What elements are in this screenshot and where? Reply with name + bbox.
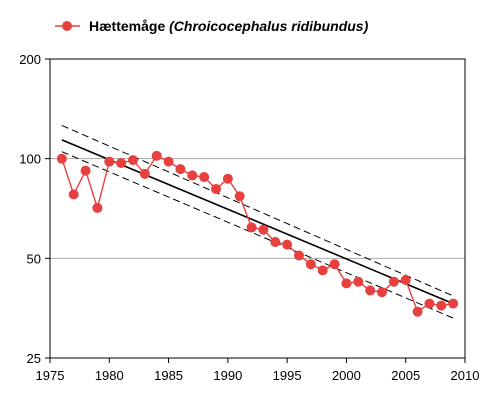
plot-frame (49, 58, 466, 359)
y-tick-label-50: 50 (27, 251, 41, 266)
data-point-1994 (270, 237, 281, 248)
legend-label: Hættemåge (Chroicocephalus ridibundus) (89, 18, 369, 34)
data-point-2005 (400, 275, 411, 286)
data-point-2003 (377, 287, 387, 298)
legend-latin-name: (Chroicocephalus ridibundus) (169, 18, 368, 34)
grid (50, 158, 465, 259)
data-point-2006 (412, 306, 423, 317)
legend-common-name: Hættemåge (89, 18, 165, 34)
y-tick-label-200: 200 (19, 52, 41, 67)
data-point-1995 (282, 239, 293, 250)
data-point-1983 (139, 168, 150, 179)
x-tick-label-1995: 1995 (273, 368, 302, 383)
data-point-1996 (294, 250, 304, 261)
data-point-1991 (234, 191, 245, 202)
data-point-1980 (104, 156, 115, 167)
confidence-lower-line (61, 151, 454, 319)
y-tick-label-25: 25 (27, 351, 41, 366)
x-tick-label-1990: 1990 (213, 368, 242, 383)
data-point-1982 (128, 155, 138, 166)
data-point-1981 (116, 158, 127, 169)
x-tick-label-1985: 1985 (154, 368, 183, 383)
data-point-1986 (175, 164, 186, 175)
legend: Hættemåge (Chroicocephalus ridibundus) (55, 18, 369, 34)
x-tick-label-1975: 1975 (36, 368, 65, 383)
x-axis: 1975 1980 1985 1990 1995 2000 2005 2010 (36, 358, 480, 383)
data-point-1984 (151, 150, 162, 161)
data-point-1997 (305, 259, 316, 270)
data-point-1993 (258, 224, 269, 235)
series-line-0 (61, 154, 454, 313)
data-point-1989 (211, 183, 221, 194)
legend-marker-swatch (62, 21, 72, 31)
data-point-1988 (199, 172, 210, 183)
x-tick-label-1980: 1980 (95, 368, 124, 383)
data-point-2007 (424, 298, 435, 309)
data-point-1998 (317, 265, 328, 276)
x-tick-label-2005: 2005 (391, 368, 420, 383)
y-tick-label-100: 100 (19, 152, 41, 167)
data-point-1987 (187, 170, 198, 181)
x-tick-label-2000: 2000 (332, 368, 361, 383)
data-point-1992 (246, 222, 257, 233)
data-point-1999 (329, 259, 340, 270)
confidence-bands (61, 124, 454, 319)
data-point-1978 (80, 165, 91, 176)
data-point-2002 (365, 285, 376, 296)
data-point-1985 (163, 156, 174, 167)
x-tick-label-2010: 2010 (451, 368, 480, 383)
data-point-2008 (436, 300, 447, 311)
data-point-1990 (222, 173, 233, 184)
data-point-2009 (448, 298, 459, 309)
data-point-1979 (92, 202, 103, 213)
data-point-1976 (56, 153, 67, 164)
series-group (56, 150, 459, 317)
confidence-upper-line (61, 124, 454, 297)
data-point-1977 (68, 189, 79, 200)
y-axis: 25 50 100 200 (19, 52, 50, 366)
data-point-2000 (341, 278, 352, 289)
data-point-2004 (388, 276, 399, 287)
trend-line-group (61, 139, 454, 305)
data-point-2001 (353, 276, 364, 287)
trend-line (61, 139, 454, 305)
